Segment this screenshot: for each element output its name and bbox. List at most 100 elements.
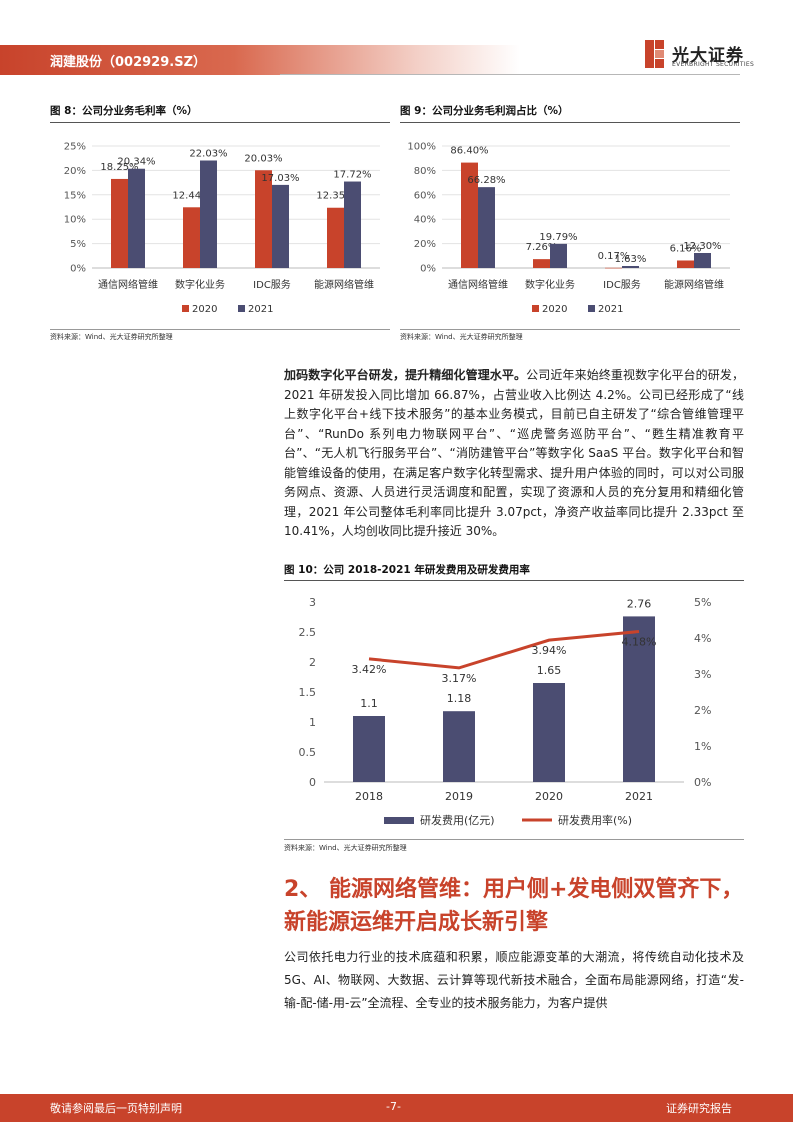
figure-9-data-label: 12.30% xyxy=(683,241,721,252)
figure-9-bar-2020 xyxy=(677,260,694,268)
figure-9-bar-2020 xyxy=(533,259,550,268)
figure-10-left-ytick-label: 0.5 xyxy=(299,746,317,759)
figure-8-bottom-rule xyxy=(50,329,390,330)
figure-8-category-label: 能源网络管维 xyxy=(314,278,374,291)
figure-8-bar-2020 xyxy=(255,170,272,268)
figure-10-category-label: 2020 xyxy=(535,790,563,803)
figure-8-title-rule xyxy=(50,122,390,123)
figure-9-legend-label: 2020 xyxy=(542,304,567,315)
figure-9-bottom-rule xyxy=(400,329,740,330)
figure-10-bar xyxy=(353,716,385,782)
figure-10-legend-bar-label: 研发费用(亿元) xyxy=(420,813,495,827)
figure-8-ytick-label: 0% xyxy=(70,264,86,275)
rd-paragraph-body: 公司近年来始终重视数字化平台的研发，2021 年研发投入同比增加 66.87%，… xyxy=(284,368,744,538)
figure-8-ytick-label: 15% xyxy=(64,190,86,201)
figure-10-left-ytick-label: 3 xyxy=(309,596,316,609)
figure-10-right-ytick-label: 1% xyxy=(694,740,711,753)
figure-9-ytick-label: 40% xyxy=(414,215,436,226)
figure-9-ytick-label: 0% xyxy=(420,264,436,275)
figure-10-line-label: 3.17% xyxy=(442,672,477,685)
figure-9-data-label: 6.16% xyxy=(670,243,702,254)
figure-10-line-label: 4.18% xyxy=(622,636,657,649)
figure-8-bar-2021 xyxy=(272,184,289,268)
figure-10-legend-line-label: 研发费用率(%) xyxy=(558,813,632,827)
figure-9-ytick-label: 100% xyxy=(407,142,436,153)
figure-9-title: 图 9：公司分业务毛利润占比（%） xyxy=(400,105,569,117)
figure-10-bar-label: 1.65 xyxy=(537,664,562,677)
figure-8-source: 资料来源：Wind、光大证券研究所整理 xyxy=(50,333,173,341)
figure-8-category-label: 通信网络管维 xyxy=(98,278,158,291)
figure-9-bar-2021 xyxy=(622,266,639,268)
figure-9-data-label: 19.79% xyxy=(539,232,577,243)
figure-10-line-series xyxy=(368,630,640,670)
figure-9-category-label: 能源网络管维 xyxy=(664,278,724,291)
figure-9-ytick-label: 20% xyxy=(414,239,436,250)
figure-9-data-label: 86.40% xyxy=(450,146,488,157)
figure-9-data-label: 66.28% xyxy=(467,175,505,186)
figure-9-bar-2020 xyxy=(605,267,622,269)
figure-8-legend-label: 2021 xyxy=(248,304,273,315)
figure-9-bar-2020 xyxy=(461,162,478,268)
figure-8-chart: 0% 5% 10% 15% 20% 25% 18.25%20.34% 通信网络管维 12.44%… xyxy=(64,142,380,315)
figure-8-data-label: 12.35% xyxy=(316,191,354,202)
figure-9-legend-swatch xyxy=(532,305,539,312)
footer-report-type: 证券研究报告 xyxy=(666,1102,732,1115)
footer-bar: 敬请参阅最后一页特别声明 -7- 证券研究报告 xyxy=(0,1094,793,1122)
figure-10-line-label: 3.94% xyxy=(532,644,567,657)
figure-10-category-label: 2018 xyxy=(355,790,383,803)
figure-8-ytick-label: 20% xyxy=(64,166,86,177)
figure-9-category-label: 通信网络管维 xyxy=(448,278,508,291)
rd-paragraph-lead: 加码数字化平台研发，提升精细化管理水平。 xyxy=(284,368,527,382)
figure-9-ytick-label: 60% xyxy=(414,190,436,201)
figure-9-data-label: 0.17% xyxy=(598,251,630,262)
figure-10-title: 图 10：公司 2018-2021 年研发费用及研发费用率 xyxy=(284,564,530,576)
figure-8-bar-2021 xyxy=(344,181,361,268)
figure-10-bar-label: 1.1 xyxy=(360,697,378,710)
figure-9-bar-2021 xyxy=(478,187,495,268)
figure-8-data-label: 17.03% xyxy=(261,173,299,184)
figure-10-bar-label: 2.76 xyxy=(627,597,652,610)
figure-10-chart: 0 0.5 1 1.5 2 2.5 3 0% 1% 2% 3% 4% 5% 1.1 2018 1.18 2019… xyxy=(299,596,712,827)
figure-9-legend-label: 2021 xyxy=(598,304,623,315)
figure-8-data-label: 17.72% xyxy=(333,170,371,181)
logo-text-en: EVERBRIGHT SECURITIES xyxy=(672,61,755,68)
figure-8-data-label: 18.25% xyxy=(100,162,138,173)
figure-10-left-ytick-label: 1.5 xyxy=(299,686,317,699)
figure-9-ytick-label: 80% xyxy=(414,166,436,177)
figure-9-bar-2021 xyxy=(694,252,711,268)
figure-9-chart: 0% 20% 40% 60% 80% 100% 86.40% 66.28% 通信网络管维 7.26… xyxy=(407,142,730,315)
section-heading: 2、 能源网络管维：用户侧+发电侧双管齐下，新能源运维开启成长新引擎 xyxy=(284,877,744,935)
rd-paragraph: 加码数字化平台研发，提升精细化管理水平。公司近年来始终重视数字化平台的研发，20… xyxy=(284,366,744,542)
figure-10-left-ytick-label: 2 xyxy=(309,656,316,669)
figure-8-data-label: 20.34% xyxy=(117,157,155,168)
figure-8-title: 图 8：公司分业务毛利率（%） xyxy=(50,105,198,117)
energy-paragraph: 公司依托电力行业的技术底蕴和积累，顺应能源变革的大潮流，将传统自动化技术及 5G… xyxy=(284,950,744,1010)
figure-10-bar xyxy=(443,711,475,782)
figure-10-source: 资料来源：Wind、光大证券研究所整理 xyxy=(284,844,407,852)
figure-8-ytick-label: 10% xyxy=(64,215,86,226)
figure-8-bar-2020 xyxy=(327,207,344,268)
figure-9-data-label: 1.63% xyxy=(615,254,647,265)
figure-8-category-label: 数字化业务 xyxy=(175,278,225,291)
figure-10-right-ytick-label: 5% xyxy=(694,596,711,609)
figure-8-bar-2021 xyxy=(200,160,217,268)
figure-9-bar-2021 xyxy=(550,243,567,268)
footer-page-number: -7- xyxy=(386,1100,401,1113)
figure-8-legend-swatch xyxy=(238,305,245,312)
figure-10-category-label: 2019 xyxy=(445,790,473,803)
figure-8-legend-label: 2020 xyxy=(192,304,217,315)
figure-10-left-ytick-label: 0 xyxy=(309,776,316,789)
figure-8-category-label: IDC服务 xyxy=(253,278,291,291)
figure-8-data-label: 20.03% xyxy=(244,153,282,164)
figure-10-right-ytick-label: 4% xyxy=(694,632,711,645)
figure-10-bottom-rule xyxy=(284,839,744,840)
logo-text-cn: 光大证券 xyxy=(672,46,744,66)
figure-10-left-ytick-label: 2.5 xyxy=(299,626,317,639)
figure-9-source: 资料来源：Wind、光大证券研究所整理 xyxy=(400,333,523,341)
footer-disclaimer-link[interactable]: 敬请参阅最后一页特别声明 xyxy=(50,1102,182,1115)
figure-10-bar xyxy=(533,683,565,782)
figure-10-line-label: 3.42% xyxy=(352,663,387,676)
figure-10-left-ytick-label: 1 xyxy=(309,716,316,729)
figure-8-data-label: 22.03% xyxy=(189,148,227,159)
header-divider xyxy=(280,74,740,75)
